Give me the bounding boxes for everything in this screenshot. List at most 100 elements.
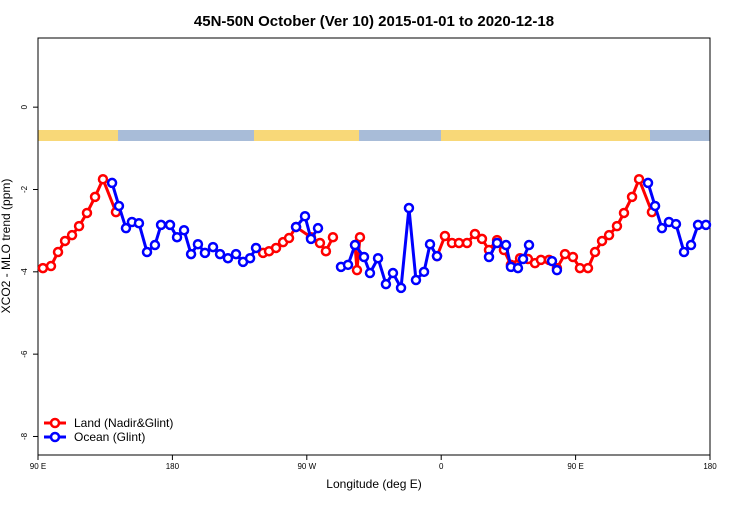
x-tick-label: 90 W bbox=[297, 462, 316, 471]
data-point bbox=[52, 246, 64, 258]
data-point bbox=[45, 260, 57, 272]
x-tick-label: 0 bbox=[439, 462, 444, 471]
legend-label: Land (Nadir&Glint) bbox=[74, 416, 173, 430]
data-point bbox=[649, 200, 661, 212]
data-point bbox=[596, 235, 608, 247]
x-tick-label: 90 E bbox=[567, 462, 583, 471]
data-point bbox=[546, 255, 558, 267]
data-point bbox=[642, 177, 654, 189]
chart-title: 45N-50N October (Ver 10) 2015-01-01 to 2… bbox=[194, 13, 554, 30]
data-point bbox=[611, 220, 623, 232]
data-point bbox=[582, 262, 594, 274]
data-point bbox=[320, 245, 332, 257]
data-point bbox=[185, 248, 197, 260]
data-point bbox=[410, 274, 422, 286]
data-point bbox=[500, 239, 512, 251]
data-point bbox=[418, 266, 430, 278]
data-point bbox=[618, 207, 630, 219]
plot-frame bbox=[37, 37, 711, 456]
y-tick-label: -6 bbox=[20, 350, 29, 358]
data-point bbox=[66, 229, 78, 241]
data-point bbox=[192, 238, 204, 250]
data-point bbox=[283, 232, 295, 244]
series-line bbox=[42, 177, 654, 272]
x-tick-label: 180 bbox=[703, 462, 717, 471]
data-point bbox=[312, 222, 324, 234]
data-point bbox=[678, 246, 690, 258]
legend-marker bbox=[49, 431, 61, 443]
data-point bbox=[214, 248, 226, 260]
data-point bbox=[59, 235, 71, 247]
data-point bbox=[567, 251, 579, 263]
data-point bbox=[290, 221, 302, 233]
land-strip bbox=[254, 130, 359, 141]
data-point bbox=[431, 250, 443, 262]
data-point bbox=[171, 231, 183, 243]
data-point bbox=[626, 191, 638, 203]
data-point bbox=[395, 282, 407, 294]
data-point bbox=[523, 239, 535, 251]
data-point bbox=[305, 233, 317, 245]
data-point bbox=[314, 237, 326, 249]
data-point bbox=[73, 220, 85, 232]
y-tick-label: -2 bbox=[20, 185, 29, 193]
data-point bbox=[387, 267, 399, 279]
data-point bbox=[349, 239, 361, 251]
data-point bbox=[164, 219, 176, 231]
data-point bbox=[512, 262, 524, 274]
land-mask-strip bbox=[38, 130, 710, 141]
data-point bbox=[403, 202, 415, 214]
data-point bbox=[97, 173, 109, 185]
data-point bbox=[589, 246, 601, 258]
data-point bbox=[700, 219, 712, 231]
data-point bbox=[81, 207, 93, 219]
x-tick-label: 90 E bbox=[30, 462, 46, 471]
data-point bbox=[199, 247, 211, 259]
data-point bbox=[327, 231, 339, 243]
data-point bbox=[342, 259, 354, 271]
data-point bbox=[364, 267, 376, 279]
data-point bbox=[439, 230, 451, 242]
y-axis-label: XCO2 - MLO trend (ppm) bbox=[0, 179, 13, 314]
y-tick-label: -8 bbox=[20, 432, 29, 440]
data-point bbox=[670, 218, 682, 230]
data-point bbox=[106, 177, 118, 189]
data-point bbox=[424, 238, 436, 250]
data-point bbox=[89, 191, 101, 203]
y-tick-label: 0 bbox=[20, 104, 29, 109]
data-point bbox=[372, 252, 384, 264]
data-point bbox=[358, 251, 370, 263]
data-point bbox=[178, 224, 190, 236]
data-point bbox=[270, 242, 282, 254]
ocean-strip bbox=[38, 130, 710, 141]
data-point bbox=[633, 173, 645, 185]
data-point bbox=[351, 264, 363, 276]
land-strip bbox=[38, 130, 118, 141]
data-point bbox=[551, 264, 563, 276]
data-point bbox=[37, 262, 49, 274]
data-point bbox=[222, 252, 234, 264]
data-point bbox=[141, 246, 153, 258]
data-point bbox=[535, 254, 547, 266]
data-point bbox=[207, 241, 219, 253]
data-point bbox=[469, 228, 481, 240]
data-point bbox=[476, 233, 488, 245]
data-point bbox=[354, 231, 366, 243]
y-tick-label: -4 bbox=[20, 268, 29, 276]
data-point bbox=[574, 262, 586, 274]
data-point bbox=[685, 239, 697, 251]
data-point bbox=[133, 217, 145, 229]
x-axis-label: Longitude (deg E) bbox=[326, 477, 421, 491]
data-point bbox=[491, 237, 503, 249]
data-point bbox=[603, 229, 615, 241]
data-point bbox=[299, 210, 311, 222]
data-point bbox=[461, 237, 473, 249]
land-strip bbox=[441, 130, 650, 141]
data-point bbox=[250, 242, 262, 254]
data-point bbox=[244, 252, 256, 264]
data-point bbox=[656, 222, 668, 234]
data-point bbox=[149, 239, 161, 251]
data-point bbox=[380, 278, 392, 290]
legend-marker bbox=[49, 417, 61, 429]
